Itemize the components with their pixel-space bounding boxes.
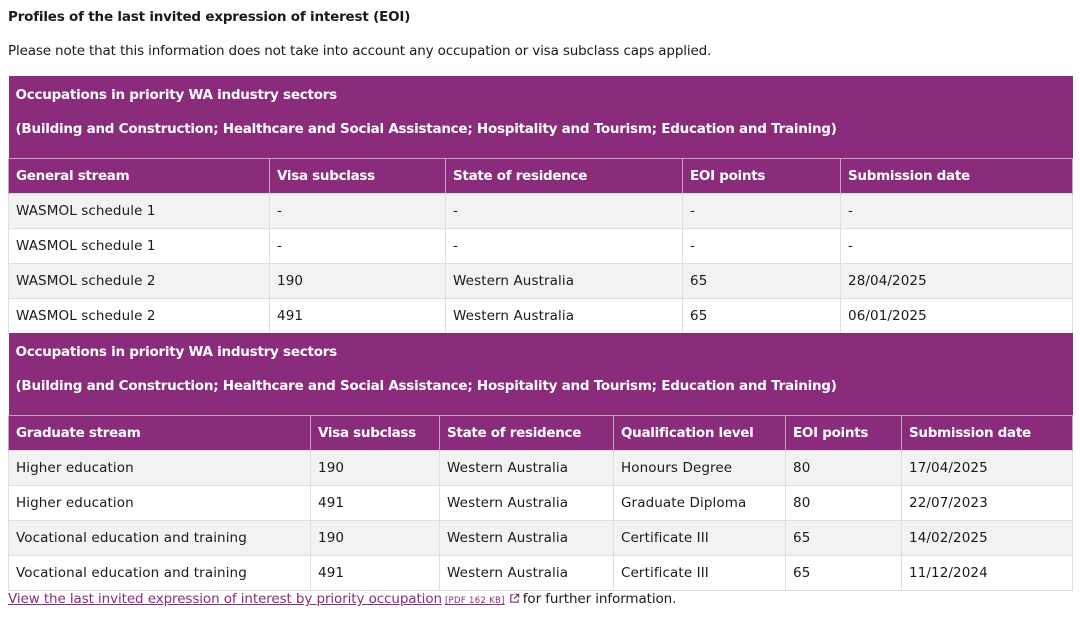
table-row: WASMOL schedule 1 - - - - <box>8 193 1073 229</box>
banner-title: Occupations in priority WA industry sect… <box>15 87 338 103</box>
further-info-text: for further information. <box>522 591 677 607</box>
table-cell: - <box>269 193 446 229</box>
file-meta: [PDF 162 KB] <box>444 596 505 606</box>
column-header: Submission date <box>840 158 1073 194</box>
column-header: EOI points <box>682 158 841 194</box>
column-header: State of residence <box>439 415 614 451</box>
table-cell: Western Australia <box>439 450 614 486</box>
table-cell: 65 <box>682 298 841 334</box>
caps-note: Please note that this information does n… <box>8 43 712 59</box>
table-cell: 06/01/2025 <box>840 298 1073 334</box>
table-cell: Graduate Diploma <box>613 485 786 521</box>
table-cell: Certificate III <box>613 555 786 591</box>
table-row: Vocational education and training 491 We… <box>8 555 1074 591</box>
banner-title: Occupations in priority WA industry sect… <box>15 344 338 360</box>
table-banner: Occupations in priority WA industry sect… <box>8 76 1073 159</box>
table-cell: Honours Degree <box>613 450 786 486</box>
table-cell: - <box>682 193 841 229</box>
column-header: Graduate stream <box>8 415 311 451</box>
table-row: Vocational education and training 190 We… <box>8 520 1074 556</box>
table-cell: 17/04/2025 <box>900 450 1074 486</box>
table-cell: 11/12/2024 <box>900 555 1074 591</box>
table-header-row: General stream Visa subclass State of re… <box>8 158 1073 194</box>
table-cell: - <box>840 193 1073 229</box>
table-cell: 22/07/2023 <box>900 485 1074 521</box>
banner-subtitle: (Building and Construction; Healthcare a… <box>15 378 837 394</box>
table-row: Higher education 190 Western Australia H… <box>8 450 1074 486</box>
table-cell: 80 <box>785 450 902 486</box>
table-cell: WASMOL schedule 2 <box>8 263 270 299</box>
table-cell: Western Australia <box>439 485 614 521</box>
table-cell: - <box>840 228 1073 264</box>
table-row: Higher education 491 Western Australia G… <box>8 485 1074 521</box>
graduate-stream-table: Occupations in priority WA industry sect… <box>8 333 1074 591</box>
table-cell: Vocational education and training <box>8 520 311 556</box>
table-cell: WASMOL schedule 2 <box>8 298 270 334</box>
table-cell: Western Australia <box>439 520 614 556</box>
table-cell: 80 <box>785 485 902 521</box>
column-header: EOI points <box>785 415 902 451</box>
table-cell: WASMOL schedule 1 <box>8 228 270 264</box>
table-cell: 14/02/2025 <box>900 520 1074 556</box>
column-header: Visa subclass <box>269 158 446 194</box>
table-cell: Higher education <box>8 485 311 521</box>
table-cell: 190 <box>310 520 440 556</box>
table-row: WASMOL schedule 2 491 Western Australia … <box>8 298 1073 334</box>
table-cell: 65 <box>682 263 841 299</box>
table-cell: Certificate III <box>613 520 786 556</box>
priority-occupation-pdf-link[interactable]: View the last invited expression of inte… <box>8 591 442 607</box>
further-info-line: View the last invited expression of inte… <box>8 591 676 607</box>
section-heading: Profiles of the last invited expression … <box>8 9 411 25</box>
table-cell: Western Australia <box>445 263 683 299</box>
table-header-row: Graduate stream Visa subclass State of r… <box>8 415 1074 451</box>
table-cell: Western Australia <box>445 298 683 334</box>
table-cell: WASMOL schedule 1 <box>8 193 270 229</box>
column-header: State of residence <box>445 158 683 194</box>
column-header: General stream <box>8 158 270 194</box>
external-link-icon[interactable] <box>509 593 520 604</box>
table-cell: 491 <box>310 555 440 591</box>
table-cell: Western Australia <box>439 555 614 591</box>
table-cell: Vocational education and training <box>8 555 311 591</box>
table-cell: - <box>269 228 446 264</box>
table-cell: - <box>445 193 683 229</box>
table-cell: 28/04/2025 <box>840 263 1073 299</box>
table-cell: Higher education <box>8 450 311 486</box>
banner-subtitle: (Building and Construction; Healthcare a… <box>15 121 837 137</box>
table-cell: - <box>445 228 683 264</box>
table-row: WASMOL schedule 2 190 Western Australia … <box>8 263 1073 299</box>
column-header: Submission date <box>900 415 1074 451</box>
table-cell: 65 <box>785 555 902 591</box>
table-banner: Occupations in priority WA industry sect… <box>8 333 1073 416</box>
table-cell: 491 <box>310 485 440 521</box>
table-cell: - <box>682 228 841 264</box>
column-header: Visa subclass <box>310 415 440 451</box>
table-cell: 190 <box>269 263 446 299</box>
column-header: Qualification level <box>613 415 786 451</box>
general-stream-table: Occupations in priority WA industry sect… <box>8 76 1073 334</box>
table-cell: 65 <box>785 520 902 556</box>
table-row: WASMOL schedule 1 - - - - <box>8 228 1073 264</box>
table-cell: 491 <box>269 298 446 334</box>
table-cell: 190 <box>310 450 440 486</box>
